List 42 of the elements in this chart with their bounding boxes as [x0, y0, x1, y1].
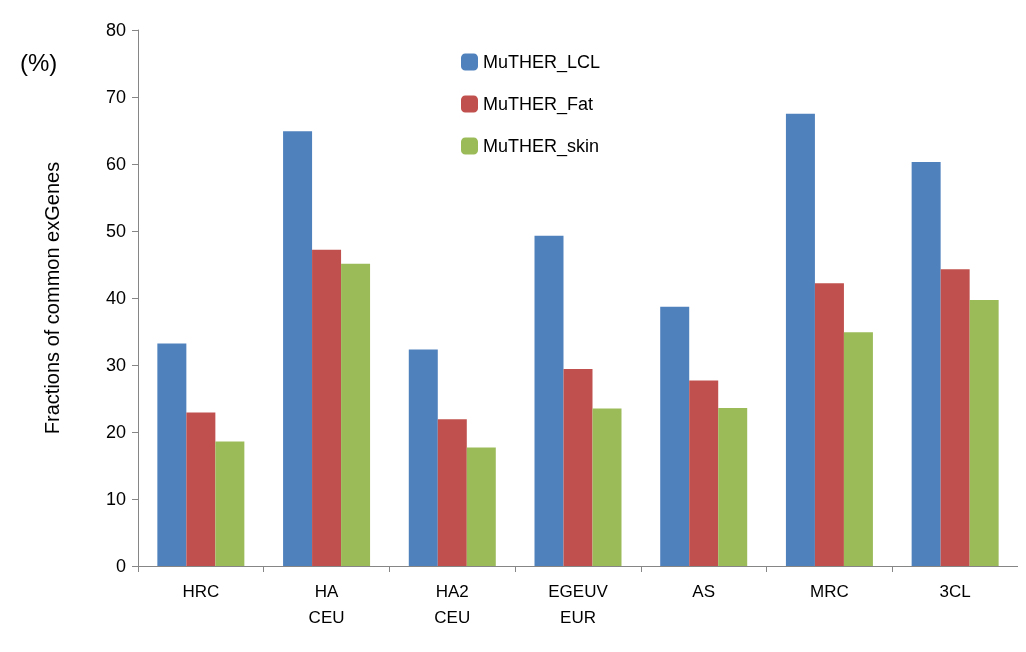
bar	[283, 131, 313, 566]
bar	[911, 161, 941, 566]
x-tick-label: HRC	[182, 581, 220, 601]
y-tick-label: 0	[115, 556, 126, 576]
bar	[689, 380, 719, 566]
y-tick-label: 30	[105, 355, 126, 375]
x-tick-label: EGEUV EUR	[548, 581, 609, 627]
bar	[437, 419, 467, 566]
text: (%)	[20, 48, 58, 76]
bar	[592, 408, 622, 566]
bar	[534, 235, 564, 566]
legend-label: MuTHER_LCL	[483, 52, 601, 73]
y-tick-label: 10	[105, 489, 126, 509]
bar	[563, 369, 593, 566]
bar	[969, 300, 999, 566]
bar	[785, 113, 815, 566]
bar	[718, 407, 748, 566]
y-axis-title: Fractions of common exGenes	[41, 161, 63, 435]
bar	[186, 412, 216, 566]
x-tick-label: AS	[692, 581, 716, 601]
bar	[341, 263, 371, 566]
bar	[843, 332, 873, 566]
x-tick-label: HA2 CEU	[434, 581, 471, 627]
x-tick-label: MRC	[810, 581, 849, 601]
legend-label: MuTHER_Fat	[483, 94, 594, 115]
y-tick-label: 60	[105, 154, 126, 174]
legend-label: MuTHER_skin	[483, 136, 600, 157]
bar	[215, 441, 245, 566]
bar	[814, 283, 844, 566]
bar	[312, 249, 342, 566]
bar	[466, 447, 496, 566]
y-tick-label: 20	[105, 422, 126, 442]
bar	[660, 306, 690, 566]
bar	[157, 343, 187, 566]
x-tick-label: HA CEU	[308, 581, 345, 627]
bar	[940, 269, 970, 566]
y-tick-label: 80	[105, 20, 126, 40]
y-tick-label: 70	[105, 87, 126, 107]
y-tick-label: 50	[105, 221, 126, 241]
x-tick-label: 3CL	[939, 581, 971, 601]
bar	[408, 349, 438, 566]
y-tick-label: 40	[105, 288, 126, 308]
